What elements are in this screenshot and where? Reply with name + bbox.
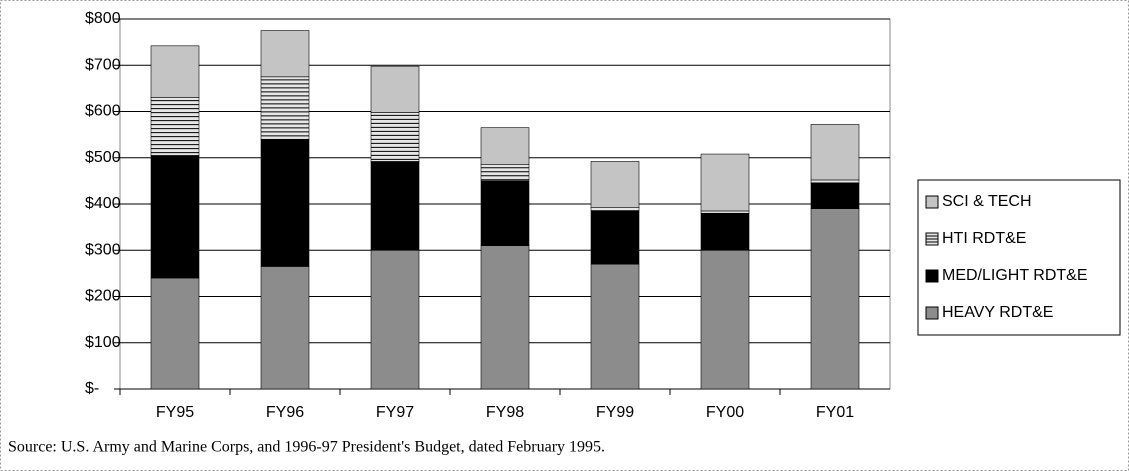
bar-segment (480, 164, 530, 182)
bar-segment (590, 161, 640, 208)
bar-segment (810, 182, 860, 209)
x-tick-label: FY96 (266, 404, 304, 421)
bar-segment (700, 212, 750, 251)
y-tick-label: $100 (85, 334, 121, 351)
bar-segment (150, 97, 200, 156)
bar-segment (260, 30, 310, 78)
legend-label: MED/LIGHT RDT&E (942, 267, 1088, 284)
bar-segment (150, 45, 200, 98)
legend-swatch (925, 269, 939, 283)
legend-box (917, 179, 1121, 336)
bar-segment (370, 249, 420, 390)
y-tick-label: $300 (85, 241, 121, 258)
bar-segment (590, 210, 640, 265)
bar-segment (810, 124, 860, 181)
bar-segment (480, 245, 530, 390)
bar-segment (700, 210, 750, 214)
legend-swatch (925, 306, 939, 320)
legend-label: HEAVY RDT&E (942, 304, 1053, 321)
x-tick-label: FY97 (376, 404, 414, 421)
bar-segment (480, 127, 530, 165)
bar-segment (150, 155, 200, 279)
source-note: Source: U.S. Army and Marine Corps, and … (8, 439, 605, 456)
y-tick-label: $- (85, 380, 99, 397)
legend-swatch (925, 195, 939, 209)
x-tick-label: FY00 (706, 404, 744, 421)
bar-segment (480, 180, 530, 246)
bar-segment (700, 249, 750, 390)
y-tick-label: $400 (85, 195, 121, 212)
y-tick-label: $200 (85, 288, 121, 305)
x-tick-label: FY98 (486, 404, 524, 421)
bar-segment (810, 208, 860, 390)
bar-segment (370, 65, 420, 113)
bar-segment (370, 161, 420, 251)
legend-label: SCI & TECH (942, 193, 1032, 210)
x-tick-label: FY95 (156, 404, 194, 421)
x-tick-label: FY01 (816, 404, 854, 421)
y-tick-label: $600 (85, 103, 121, 120)
bar-segment (590, 263, 640, 390)
bar-segment (370, 112, 420, 162)
x-tick-label: FY99 (596, 404, 634, 421)
bar-segment (700, 153, 750, 212)
bar-segment (260, 266, 310, 390)
legend-label: HTI RDT&E (942, 230, 1026, 247)
bar-segment (150, 277, 200, 390)
y-tick-label: $700 (85, 56, 121, 73)
y-tick-label: $500 (85, 149, 121, 166)
y-tick-label: $800 (85, 10, 121, 27)
bar-segment (260, 138, 310, 267)
